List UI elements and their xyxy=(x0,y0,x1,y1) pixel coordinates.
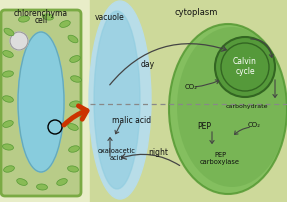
FancyArrowPatch shape xyxy=(64,106,87,125)
Ellipse shape xyxy=(18,33,64,172)
Ellipse shape xyxy=(69,146,79,153)
Ellipse shape xyxy=(68,36,78,44)
Text: CO₂: CO₂ xyxy=(247,121,261,127)
Text: day: day xyxy=(141,60,155,69)
FancyArrowPatch shape xyxy=(251,40,274,58)
Text: night: night xyxy=(148,147,168,156)
Ellipse shape xyxy=(67,166,78,172)
Circle shape xyxy=(10,33,28,51)
FancyArrowPatch shape xyxy=(122,154,180,166)
Ellipse shape xyxy=(177,28,287,187)
Circle shape xyxy=(215,38,275,98)
Ellipse shape xyxy=(68,124,78,131)
Ellipse shape xyxy=(3,72,13,78)
Ellipse shape xyxy=(3,121,13,128)
Ellipse shape xyxy=(4,166,14,172)
Ellipse shape xyxy=(57,179,67,185)
Ellipse shape xyxy=(70,56,80,63)
FancyArrowPatch shape xyxy=(110,44,226,85)
FancyArrowPatch shape xyxy=(210,132,214,144)
Text: carbohydrate: carbohydrate xyxy=(226,103,268,108)
FancyArrowPatch shape xyxy=(273,80,277,98)
Ellipse shape xyxy=(3,51,13,58)
Text: Calvin
cycle: Calvin cycle xyxy=(233,57,257,76)
FancyArrowPatch shape xyxy=(196,80,219,87)
Ellipse shape xyxy=(3,96,13,103)
Text: cell: cell xyxy=(34,16,48,25)
Ellipse shape xyxy=(19,17,30,23)
FancyBboxPatch shape xyxy=(1,11,81,196)
Text: vacuole: vacuole xyxy=(95,13,125,22)
Text: PEP: PEP xyxy=(197,121,211,130)
Ellipse shape xyxy=(94,12,140,189)
FancyArrowPatch shape xyxy=(234,128,249,135)
Text: cytoplasm: cytoplasm xyxy=(174,8,218,17)
Text: CO₂: CO₂ xyxy=(185,84,197,89)
Bar xyxy=(90,0,287,202)
Ellipse shape xyxy=(4,29,14,37)
Bar xyxy=(0,0,90,202)
Ellipse shape xyxy=(42,15,53,21)
Ellipse shape xyxy=(60,21,70,28)
FancyArrowPatch shape xyxy=(115,124,121,134)
Ellipse shape xyxy=(69,101,80,108)
Ellipse shape xyxy=(71,76,82,83)
Ellipse shape xyxy=(17,179,27,185)
Text: oxaloacetic
acid: oxaloacetic acid xyxy=(98,147,136,160)
Ellipse shape xyxy=(36,184,47,190)
Ellipse shape xyxy=(89,2,151,199)
Text: PEP
carboxylase: PEP carboxylase xyxy=(200,151,240,164)
Ellipse shape xyxy=(169,25,287,194)
Ellipse shape xyxy=(3,144,13,150)
FancyArrowPatch shape xyxy=(108,138,112,156)
Text: malic acid: malic acid xyxy=(113,115,152,124)
Text: chlorenchyma: chlorenchyma xyxy=(14,9,68,18)
